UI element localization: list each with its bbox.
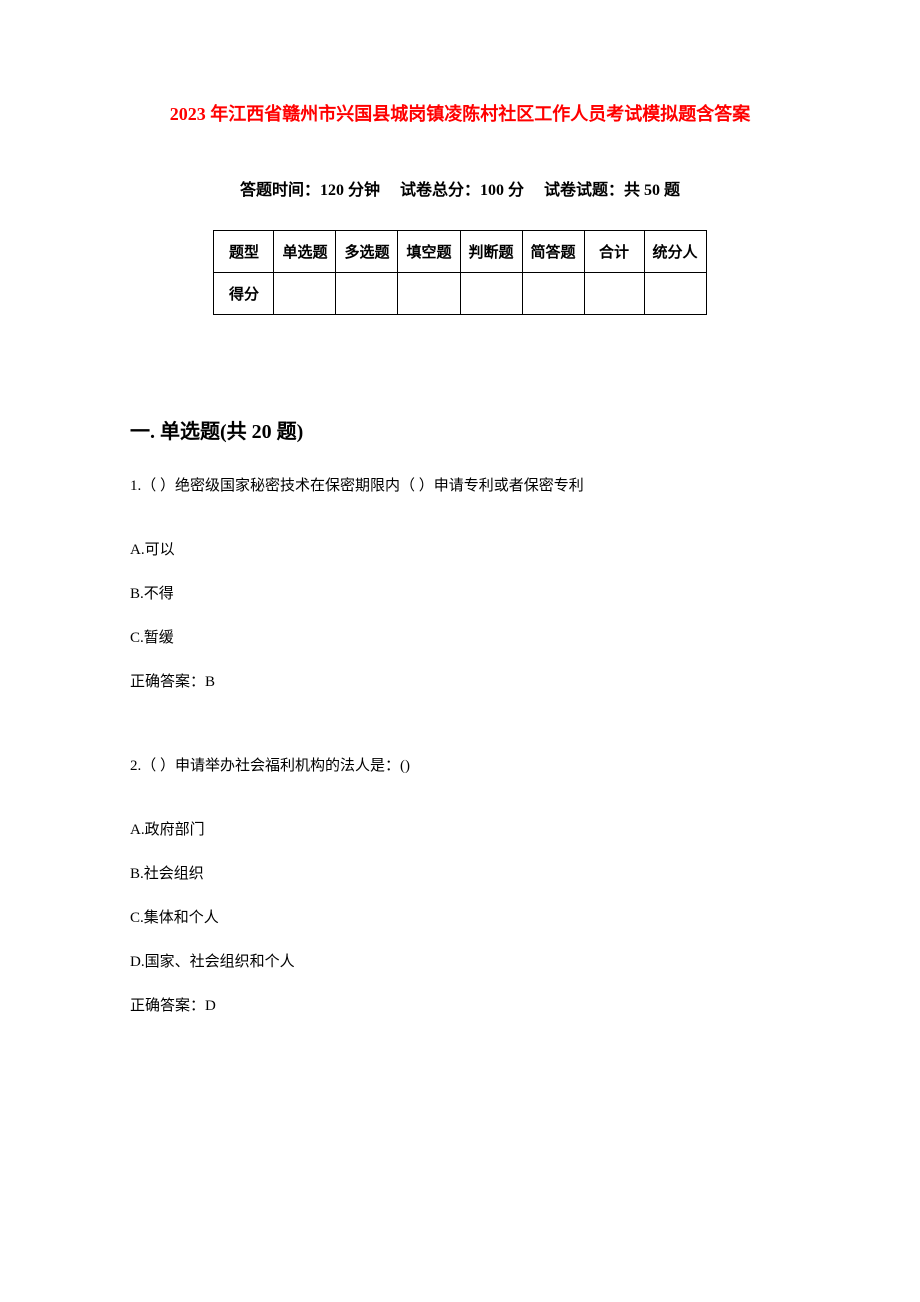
table-cell [584,273,644,315]
table-cell: 得分 [214,273,274,315]
count-label: 试卷试题： [544,182,624,199]
table-cell [274,273,336,315]
option-c: C.集体和个人 [130,906,790,930]
question-text: 2.（ ）申请举办社会福利机构的法人是：() [130,754,790,778]
table-header-cell: 填空题 [398,231,460,273]
table-row: 题型 单选题 多选题 填空题 判断题 简答题 合计 统分人 [214,231,706,273]
table-header-cell: 统分人 [644,231,706,273]
table-header-cell: 合计 [584,231,644,273]
table-cell [460,273,522,315]
time-label: 答题时间： [240,182,320,199]
table-cell [644,273,706,315]
total-label: 试卷总分： [400,182,480,199]
option-d: D.国家、社会组织和个人 [130,950,790,974]
option-b: B.不得 [130,582,790,606]
answer-text: 正确答案：B [130,670,790,694]
option-b: B.社会组织 [130,862,790,886]
document-title: 2023 年江西省赣州市兴国县城岗镇凌陈村社区工作人员考试模拟题含答案 [130,100,790,126]
option-a: A.可以 [130,538,790,562]
table-cell [522,273,584,315]
table-header-cell: 多选题 [336,231,398,273]
total-value: 100 分 [480,182,524,199]
table-header-cell: 简答题 [522,231,584,273]
question-text: 1.（ ）绝密级国家秘密技术在保密期限内（ ）申请专利或者保密专利 [130,474,790,498]
time-value: 120 分钟 [320,182,380,199]
table-header-cell: 单选题 [274,231,336,273]
option-a: A.政府部门 [130,818,790,842]
exam-info-line: 答题时间：120 分钟 试卷总分：100 分 试卷试题：共 50 题 [130,176,790,200]
count-value: 共 50 题 [624,182,680,199]
table-cell [398,273,460,315]
section-heading: 一. 单选题(共 20 题) [130,415,790,444]
table-row: 得分 [214,273,706,315]
answer-text: 正确答案：D [130,994,790,1018]
table-cell [336,273,398,315]
table-header-cell: 题型 [214,231,274,273]
option-c: C.暂缓 [130,626,790,650]
score-table: 题型 单选题 多选题 填空题 判断题 简答题 合计 统分人 得分 [213,230,706,315]
table-header-cell: 判断题 [460,231,522,273]
